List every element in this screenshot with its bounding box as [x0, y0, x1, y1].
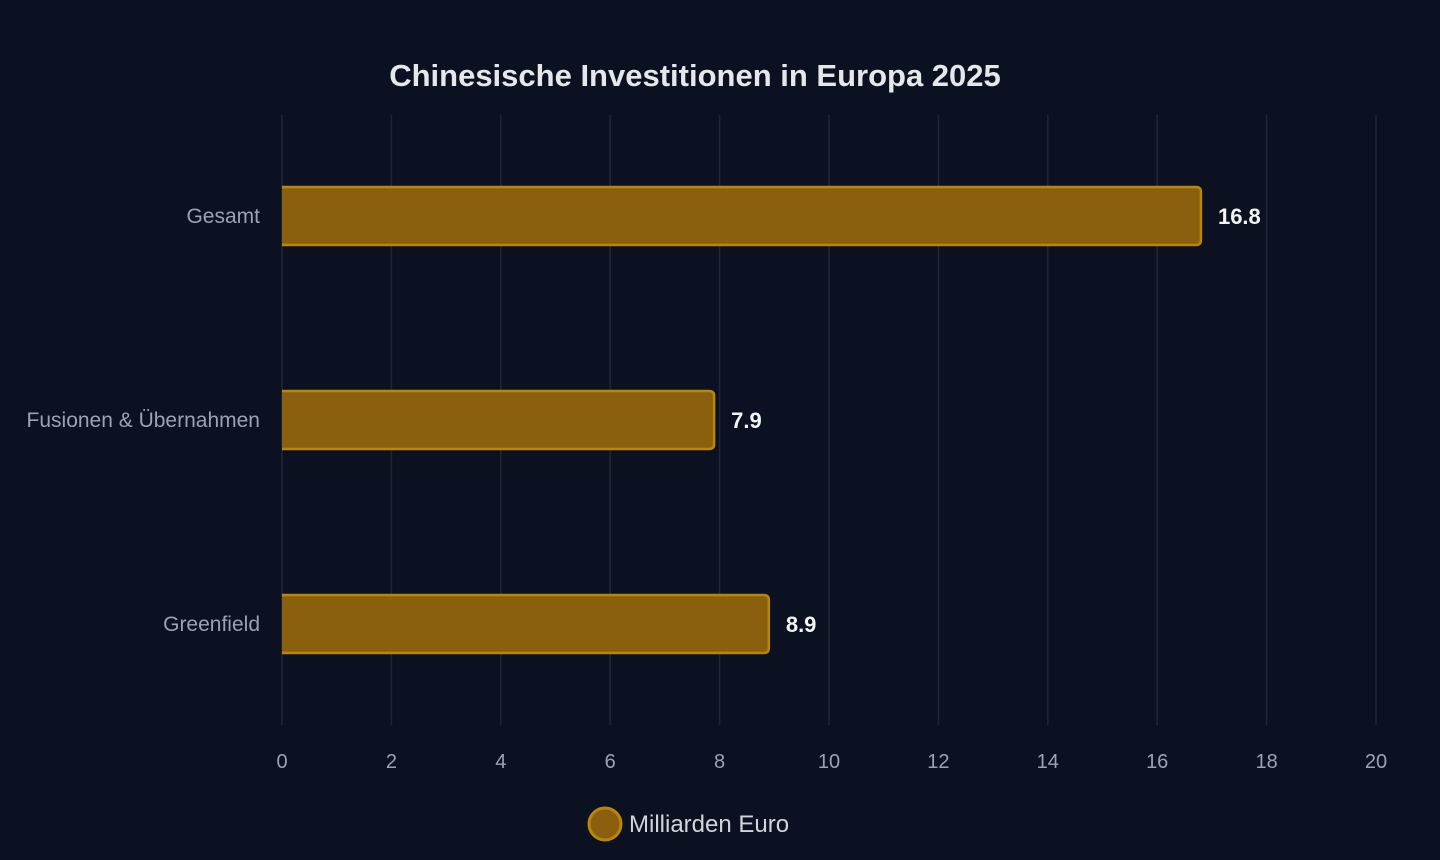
- bar[interactable]: [282, 593, 771, 655]
- x-tick-label: 20: [1365, 751, 1387, 773]
- x-tick-label: 6: [605, 751, 616, 773]
- legend-label: Milliarden Euro: [629, 811, 789, 838]
- category-label: Fusionen & Übernahmen: [27, 409, 260, 432]
- x-tick-label: 12: [927, 751, 949, 773]
- x-tick-label: 10: [818, 751, 840, 773]
- x-tick-label: 8: [714, 751, 725, 773]
- category-labels: Gesamt Fusionen & Übernahmen Greenfield: [27, 205, 261, 636]
- bars: [282, 185, 1203, 655]
- category-label: Gesamt: [186, 205, 260, 228]
- x-tick-label: 16: [1146, 751, 1168, 773]
- legend[interactable]: Milliarden Euro: [587, 806, 789, 842]
- chart-title: Chinesische Investitionen in Europa 2025: [389, 58, 1001, 93]
- x-tick-label: 14: [1037, 751, 1059, 773]
- bar[interactable]: [282, 185, 1203, 247]
- category-label: Greenfield: [163, 613, 260, 636]
- x-tick-label: 4: [495, 751, 506, 773]
- data-label: 16.8: [1218, 204, 1261, 229]
- data-label: 7.9: [731, 408, 762, 433]
- data-label: 8.9: [786, 612, 817, 637]
- data-labels: 16.8 7.9 8.9: [731, 204, 1261, 637]
- legend-swatch: [587, 806, 623, 842]
- x-tick-label: 18: [1255, 751, 1277, 773]
- x-tick-label: 0: [276, 751, 287, 773]
- bar[interactable]: [282, 389, 716, 451]
- x-tick-label: 2: [386, 751, 397, 773]
- x-axis-tick-labels: 0 2 4 6 8 10 12 14 16 18 20: [276, 751, 1387, 773]
